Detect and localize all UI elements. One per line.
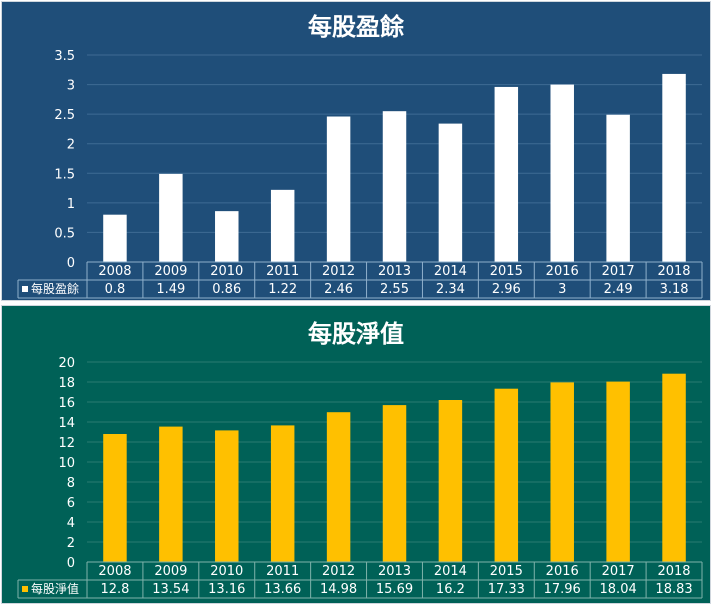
data-label: 18.83 (655, 582, 692, 597)
bar (215, 430, 239, 562)
bar (606, 114, 630, 262)
bar (215, 211, 239, 262)
data-label: 2.49 (604, 282, 633, 297)
bar (103, 214, 127, 262)
data-label: 15.69 (376, 582, 413, 597)
y-tick-label: 0 (67, 256, 75, 271)
x-tick-label: 2016 (546, 564, 579, 579)
x-tick-label: 2009 (154, 564, 187, 579)
y-tick-label: 2 (67, 138, 75, 153)
bar (550, 382, 574, 562)
bar (159, 426, 183, 562)
data-label: 1.49 (156, 282, 185, 297)
x-tick-label: 2014 (434, 564, 467, 579)
y-tick-label: 4 (67, 516, 75, 531)
data-label: 13.66 (264, 582, 301, 597)
bar (494, 86, 519, 263)
data-label: 12.8 (100, 582, 129, 597)
x-tick-label: 2018 (657, 264, 690, 279)
data-label: 2.55 (380, 282, 409, 297)
data-label: 1.22 (268, 282, 297, 297)
x-tick-label: 2008 (98, 264, 131, 279)
data-label: 13.16 (208, 582, 245, 597)
x-tick-label: 2017 (602, 564, 635, 579)
x-tick-label: 2013 (378, 264, 411, 279)
bar (494, 388, 519, 562)
bvps-chart-panel: 每股淨值 0 2 4 6 8 10 12 14 16 18 20 2008 12.8 2009 13.54 20… (1, 305, 711, 604)
legend-label: 每股盈餘 (31, 281, 79, 296)
y-tick-label: 18 (58, 376, 75, 391)
x-tick-label: 2008 (98, 564, 131, 579)
y-tick-label: 16 (58, 396, 75, 411)
data-label: 3 (558, 282, 566, 297)
data-label: 0.8 (105, 282, 126, 297)
data-label: 0.86 (212, 282, 241, 297)
bar (550, 84, 574, 262)
y-tick-label: 12 (58, 436, 75, 451)
bar (606, 381, 630, 562)
y-tick-label: 20 (58, 356, 75, 371)
data-label: 13.54 (152, 582, 189, 597)
bar (326, 412, 351, 562)
data-label: 2.46 (324, 282, 353, 297)
x-tick-label: 2018 (657, 564, 690, 579)
y-tick-label: 8 (67, 476, 75, 491)
y-tick-label: 2.5 (54, 108, 75, 123)
x-tick-label: 2012 (322, 264, 355, 279)
bar (270, 425, 295, 562)
y-tick-label: 1.5 (54, 167, 75, 182)
data-label: 2.34 (436, 282, 465, 297)
bar (270, 189, 295, 262)
y-tick-label: 1 (67, 197, 75, 212)
y-tick-label: 3 (67, 79, 75, 94)
bar (103, 434, 127, 562)
legend-swatch (22, 586, 28, 592)
bar (662, 73, 686, 262)
x-tick-label: 2010 (210, 564, 243, 579)
legend-label: 每股淨值 (31, 581, 79, 596)
x-tick-label: 2015 (490, 564, 523, 579)
data-label: 18.04 (600, 582, 637, 597)
x-tick-label: 2009 (154, 264, 187, 279)
y-tick-label: 14 (58, 416, 75, 431)
data-label: 17.33 (488, 582, 525, 597)
x-tick-label: 2010 (210, 264, 243, 279)
x-tick-label: 2012 (322, 564, 355, 579)
bar (382, 405, 407, 562)
y-tick-label: 0.5 (54, 226, 75, 241)
chart-title: 每股淨值 (308, 320, 404, 348)
bar (159, 173, 183, 262)
bar (382, 111, 407, 262)
x-tick-label: 2011 (266, 564, 299, 579)
bar (438, 400, 463, 562)
x-tick-label: 2013 (378, 564, 411, 579)
data-label: 14.98 (320, 582, 357, 597)
x-tick-label: 2014 (434, 264, 467, 279)
data-label: 17.96 (544, 582, 581, 597)
y-tick-label: 10 (58, 456, 75, 471)
x-tick-label: 2015 (490, 264, 523, 279)
data-label: 3.18 (660, 282, 689, 297)
legend-swatch (22, 286, 28, 292)
bar (438, 123, 463, 262)
eps-chart: 每股盈餘 0 0.5 1 1.5 2 2.5 3 3.5 2008 0.8 2009 1.49 2010 0… (17, 13, 703, 299)
y-tick-label: 0 (67, 556, 75, 571)
y-tick-label: 2 (67, 536, 75, 551)
bvps-chart: 每股淨值 0 2 4 6 8 10 12 14 16 18 20 2008 12.8 2009 13.54 20… (17, 320, 703, 599)
bar (326, 116, 351, 262)
data-label: 2.96 (492, 282, 521, 297)
chart-title: 每股盈餘 (308, 13, 405, 41)
y-tick-label: 3.5 (54, 49, 75, 64)
x-tick-label: 2016 (546, 264, 579, 279)
x-tick-label: 2011 (266, 264, 299, 279)
bar (662, 373, 686, 562)
y-tick-label: 6 (67, 496, 75, 511)
eps-chart-panel: 每股盈餘 0 0.5 1 1.5 2 2.5 3 3.5 2008 0.8 2009 1.49 2010 0… (1, 1, 711, 301)
data-label: 16.2 (436, 582, 465, 597)
x-tick-label: 2017 (602, 264, 635, 279)
